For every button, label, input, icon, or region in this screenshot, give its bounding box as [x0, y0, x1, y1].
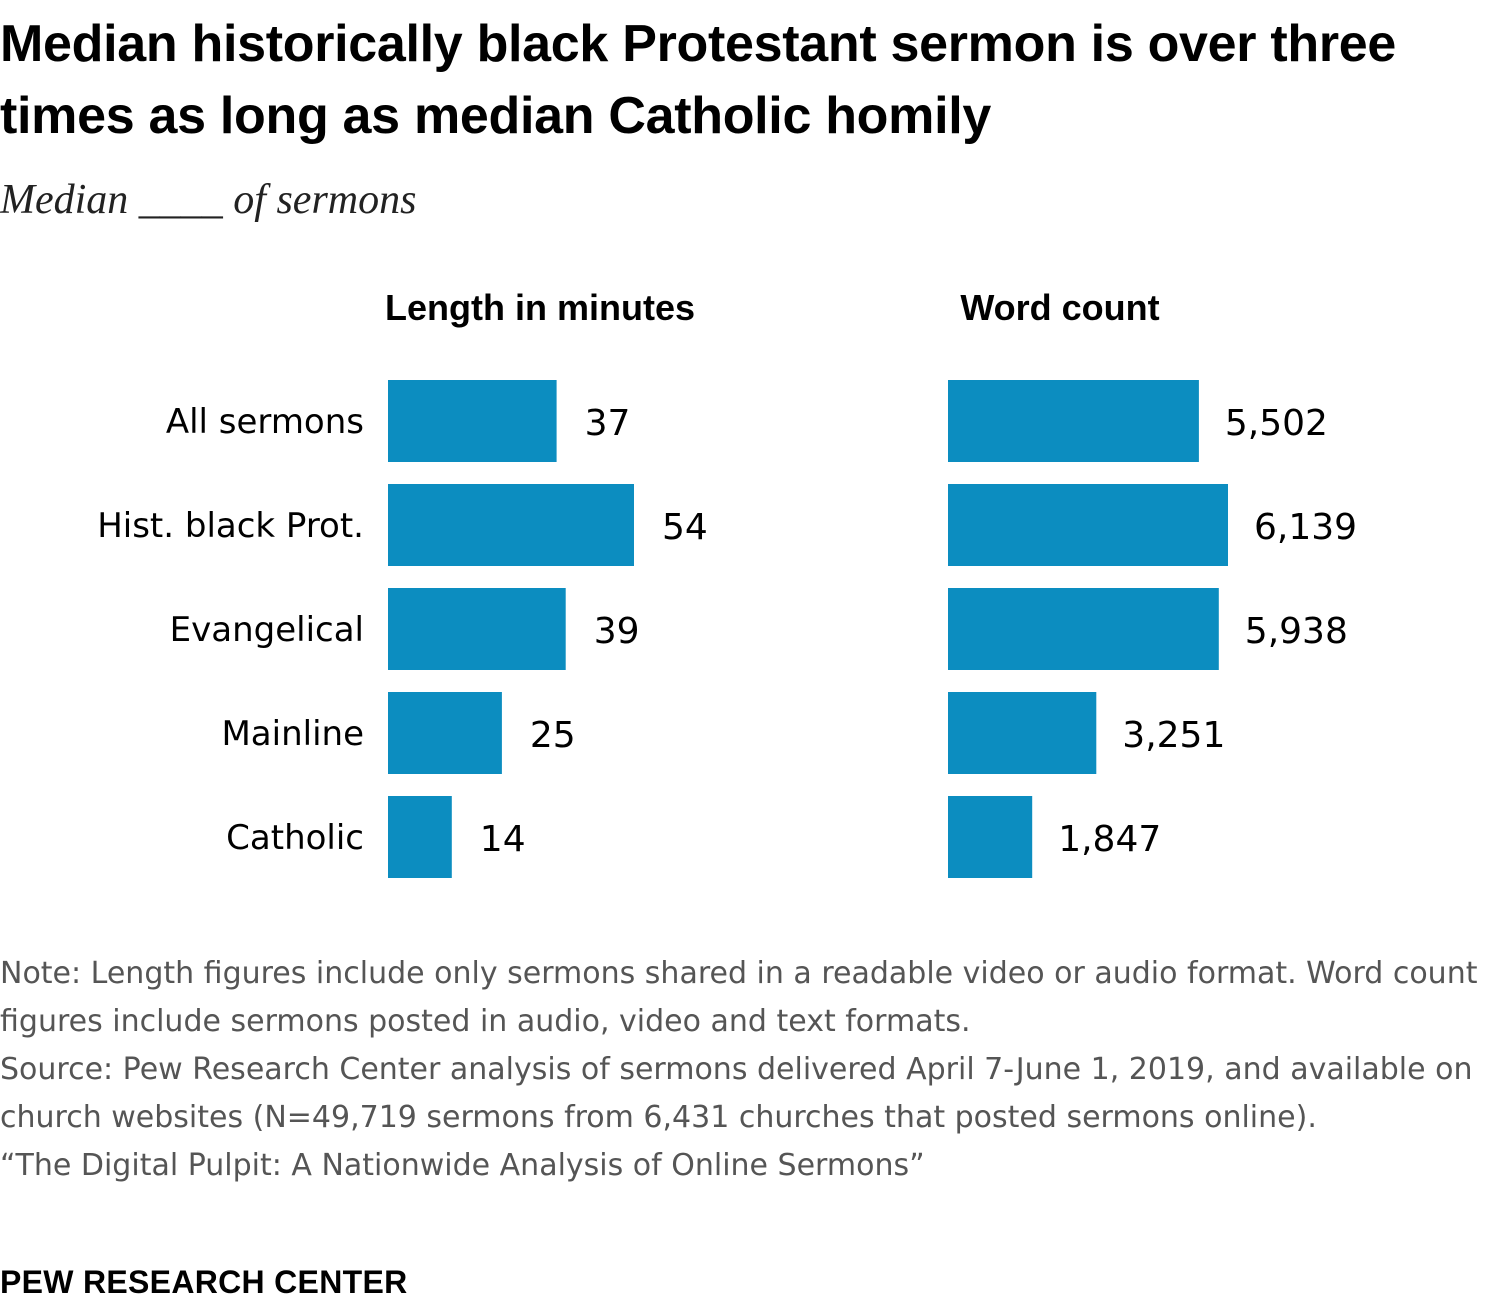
- category-label: Catholic: [226, 818, 364, 858]
- source-text: Source: Pew Research Center analysis of …: [0, 1052, 1473, 1135]
- bar-charts: Length in minutes All sermons 37 Hist. blac…: [97, 287, 1357, 878]
- bar: [388, 484, 634, 566]
- bar: [948, 380, 1199, 462]
- value-label: 5,502: [1225, 403, 1328, 444]
- category-label: Evangelical: [170, 610, 364, 650]
- value-label: 14: [480, 819, 526, 860]
- note-text: Note: Length figures include only sermon…: [0, 956, 1478, 1039]
- category-label: Hist. black Prot.: [97, 506, 364, 546]
- pew-research-center-logo-text: PEW RESEARCH CENTER: [0, 1264, 408, 1300]
- value-label: 3,251: [1122, 715, 1225, 756]
- bar: [388, 692, 502, 774]
- value-label: 5,938: [1245, 611, 1348, 652]
- report-title: “The Digital Pulpit: A Nationwide Analys…: [0, 1148, 925, 1183]
- value-label: 39: [594, 611, 640, 652]
- value-label: 6,139: [1254, 507, 1357, 548]
- chart-notes: Note: Length figures include only sermon…: [0, 950, 1495, 1190]
- bar: [388, 796, 452, 878]
- value-label: 25: [530, 715, 576, 756]
- value-label: 1,847: [1058, 819, 1161, 860]
- bar: [948, 588, 1219, 670]
- value-label: 54: [662, 507, 708, 548]
- panel-title: Length in minutes: [385, 287, 695, 328]
- bar: [948, 796, 1033, 878]
- bar: [948, 692, 1097, 774]
- category-label: All sermons: [166, 402, 364, 442]
- panel-title: Word count: [960, 287, 1159, 328]
- value-label: 37: [585, 403, 631, 444]
- chart-title: Median historically black Protestant ser…: [0, 15, 1397, 145]
- category-label: Mainline: [221, 714, 364, 754]
- bar: [388, 380, 557, 462]
- bar: [388, 588, 566, 670]
- bar: [948, 484, 1228, 566]
- chart-subtitle: Median ____ of sermons: [0, 177, 417, 223]
